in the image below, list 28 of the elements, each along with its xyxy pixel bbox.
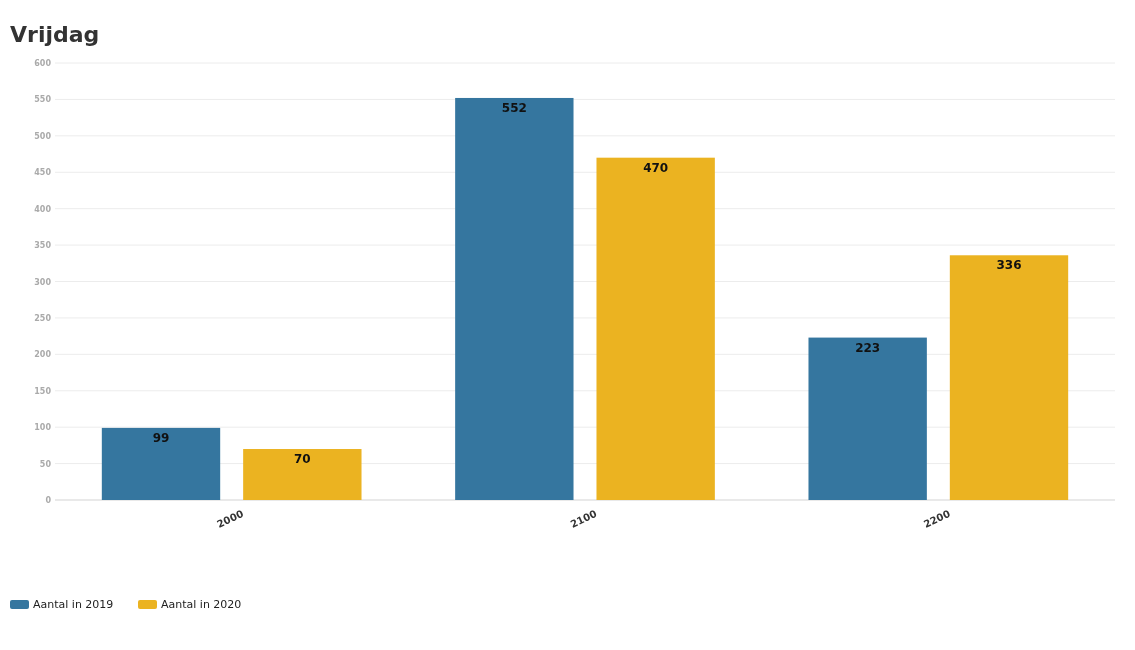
bar	[101, 427, 221, 500]
legend-label: Aantal in 2019	[33, 598, 114, 611]
y-tick-label: 350	[34, 241, 52, 251]
data-label: 223	[855, 340, 881, 355]
y-tick-label: 0	[45, 496, 52, 505]
legend-label: Aantal in 2020	[161, 598, 242, 611]
bar	[808, 337, 927, 500]
data-label: 552	[501, 100, 527, 115]
bar	[243, 449, 362, 500]
y-tick-label: 200	[34, 350, 52, 360]
y-tick-label: 450	[34, 168, 52, 178]
y-tick-label: 250	[34, 313, 52, 323]
data-label: 470	[643, 160, 669, 175]
y-tick-label: 600	[34, 59, 52, 68]
bar	[596, 157, 715, 500]
bar	[949, 255, 1069, 500]
data-label: 99	[152, 430, 170, 445]
y-tick-label: 400	[34, 204, 52, 214]
y-tick-label: 500	[34, 131, 52, 141]
y-tick-label: 300	[34, 277, 52, 287]
data-label: 70	[293, 452, 311, 467]
data-label: 336	[996, 258, 1022, 273]
y-tick-label: 150	[34, 386, 52, 396]
y-tick-label: 50	[39, 459, 52, 469]
bar	[455, 97, 574, 500]
y-tick-label: 550	[34, 95, 52, 105]
y-tick-label: 100	[34, 423, 52, 433]
chart-title: Vrijdag	[10, 22, 100, 47]
